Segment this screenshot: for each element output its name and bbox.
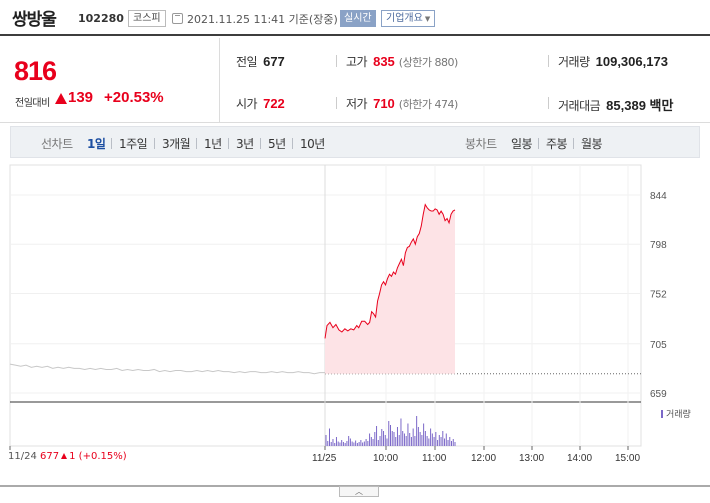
- change-value: 139: [68, 89, 94, 106]
- y-tick-label: 798: [650, 240, 667, 251]
- calendar-icon: [172, 13, 183, 24]
- stock-header: 쌍방울 102280 코스피 2021.11.25 11:41 기준(장중) 실…: [0, 0, 710, 36]
- change-rate: +20.53%: [104, 89, 164, 106]
- y-tick-label: 844: [650, 191, 667, 202]
- x-tick-label: 11:00: [422, 453, 447, 464]
- low-label: 저가: [346, 97, 368, 111]
- high-label: 고가: [346, 55, 368, 69]
- prev-day-info: 11/24 677 1 (+0.15%): [8, 451, 127, 462]
- realtime-badge[interactable]: 실시간: [340, 10, 376, 27]
- amount-label: 거래대금: [558, 99, 601, 113]
- prev-day-change: 1: [69, 451, 76, 462]
- up-arrow-icon: [61, 453, 68, 459]
- x-tick-label: 15:00: [615, 453, 640, 464]
- today-area: [325, 204, 455, 374]
- up-arrow-icon: [55, 93, 67, 104]
- tab-1d[interactable]: 1일: [87, 137, 106, 151]
- price-panel: 816 전일대비 139 +20.53%: [0, 38, 220, 123]
- y-tick-label: 752: [650, 289, 667, 300]
- x-tick-label: 13:00: [519, 453, 544, 464]
- upper-limit: (상한가 880): [398, 56, 458, 69]
- stat-volume: 거래량 109,306,173: [558, 53, 668, 70]
- collapse-button[interactable]: ︿: [339, 486, 379, 497]
- volume-value: 109,306,173: [595, 54, 668, 69]
- candle-chart-label: 봉차트: [465, 137, 497, 151]
- divider: [260, 138, 261, 149]
- tab-5y[interactable]: 5년: [268, 137, 286, 151]
- high-value: 835: [373, 54, 395, 69]
- x-tick-label: 12:00: [471, 453, 496, 464]
- current-price: 816: [14, 56, 57, 86]
- tab-monthly[interactable]: 월봉: [581, 137, 603, 151]
- divider: [111, 138, 112, 149]
- divider: [336, 97, 337, 109]
- open-value: 722: [263, 96, 285, 111]
- divider: [538, 138, 539, 149]
- tab-10y[interactable]: 10년: [300, 137, 325, 151]
- market-badge: 코스피: [128, 10, 166, 27]
- prev-day-price: 677: [40, 451, 60, 462]
- tab-3y[interactable]: 3년: [236, 137, 254, 151]
- timestamp: 2021.11.25 11:41 기준(장중): [187, 13, 338, 26]
- prev-day-date: 11/24: [8, 451, 37, 462]
- divider: [196, 138, 197, 149]
- y-tick-label: 659: [650, 389, 667, 400]
- stat-prev-close: 전일 677: [236, 53, 285, 70]
- divider: [228, 138, 229, 149]
- stock-code: 102280: [78, 12, 124, 25]
- tab-weekly[interactable]: 주봉: [546, 137, 568, 151]
- change-label: 전일대비: [15, 98, 50, 109]
- today-series-line: [324, 203, 456, 339]
- stock-name[interactable]: 쌍방울: [12, 10, 57, 30]
- divider: [548, 97, 549, 109]
- divider: [336, 55, 337, 67]
- x-tick-label: 11/25: [312, 453, 337, 464]
- period-bar: 선차트 1일 1주일 3개월 1년 3년 5년 10년 봉차트 일봉 주봉 월봉: [10, 126, 700, 158]
- prev-day-series-line: [9, 363, 325, 375]
- stat-amount: 거래대금 85,389 백만: [558, 95, 673, 114]
- prev-close-label: 전일: [236, 55, 258, 69]
- amount-value: 85,389 백만: [606, 98, 674, 113]
- stat-high: 고가 835 (상한가 880): [346, 53, 458, 70]
- divider: [154, 138, 155, 149]
- volume-label: 거래량: [558, 55, 590, 69]
- company-info-label: 기업개요: [386, 13, 423, 24]
- lower-limit: (하한가 474): [398, 98, 458, 111]
- line-chart-label: 선차트: [41, 137, 73, 151]
- tab-3m[interactable]: 3개월: [162, 137, 191, 151]
- x-tick-label: 10:00: [373, 453, 398, 464]
- stat-low: 저가 710 (하한가 474): [346, 95, 458, 112]
- y-tick-label: 705: [650, 340, 667, 351]
- chart-svg: 844 798 752 705 659 11/25 10:00 11:00 12:00 13:00…: [0, 164, 710, 487]
- company-info-button[interactable]: 기업개요 ▼: [381, 10, 436, 27]
- divider: [573, 138, 574, 149]
- price-chart[interactable]: 844 798 752 705 659 11/25 10:00 11:00 12:00 13:00…: [0, 160, 710, 503]
- prev-close-value: 677: [263, 54, 285, 69]
- tab-1w[interactable]: 1주일: [119, 137, 148, 151]
- x-tick-label: 14:00: [567, 453, 592, 464]
- tab-1y[interactable]: 1년: [204, 137, 222, 151]
- divider: [292, 138, 293, 149]
- caret-down-icon: ▼: [424, 15, 431, 23]
- volume-legend: 거래량: [661, 407, 691, 420]
- prev-day-rate: (+0.15%): [78, 451, 127, 462]
- stat-open: 시가 722: [236, 95, 285, 112]
- quote-panel: 816 전일대비 139 +20.53% 전일 677 고가 835 (상한가 880…: [0, 38, 710, 123]
- open-label: 시가: [236, 97, 258, 111]
- tab-daily[interactable]: 일봉: [511, 137, 533, 151]
- divider: [548, 55, 549, 67]
- low-value: 710: [373, 96, 395, 111]
